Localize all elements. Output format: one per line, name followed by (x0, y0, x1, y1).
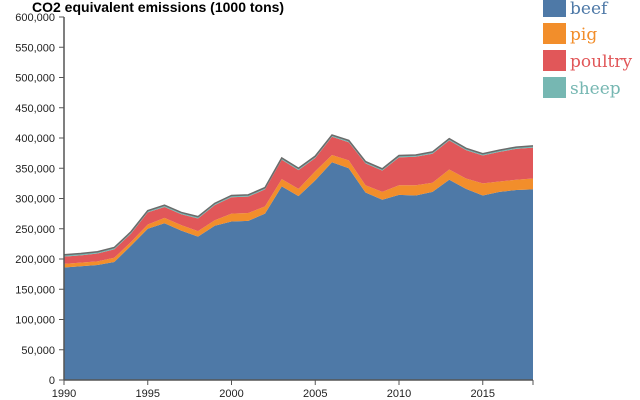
y-tick-label: 550,000 (15, 42, 55, 54)
x-tick-label: 2010 (387, 388, 411, 400)
y-tick-label: 250,000 (15, 224, 55, 236)
area-top-outline (63, 134, 534, 256)
legend-label-sheep: sheep (570, 79, 621, 99)
y-tick-label: 400,000 (15, 133, 55, 145)
legend-swatch-pig (543, 23, 566, 44)
x-tick-label: 1995 (136, 388, 160, 400)
y-tick-label: 300,000 (15, 194, 55, 206)
y-tick-label: 200,000 (15, 254, 55, 266)
x-tick-label: 1990 (52, 388, 76, 400)
y-tick-label: 350,000 (15, 163, 55, 175)
y-tick-label: 0 (49, 375, 55, 387)
y-tick-label: 450,000 (15, 103, 55, 115)
legend-swatch-sheep (543, 77, 566, 98)
x-tick-label: 2005 (303, 388, 327, 400)
area-poultry (64, 136, 533, 264)
y-tick-label: 100,000 (15, 315, 55, 327)
areas (63, 134, 534, 380)
legend: beef pig poultry sheep (543, 0, 632, 99)
x-tick-label: 2015 (471, 388, 495, 400)
legend-label-pig: pig (570, 25, 597, 45)
legend-label-poultry: poultry (570, 52, 632, 72)
legend-swatch-poultry (543, 50, 566, 71)
area-beef (64, 162, 533, 380)
legend-swatch-beef (543, 0, 566, 17)
x-tick-label: 2000 (219, 388, 243, 400)
legend-label-beef: beef (570, 0, 609, 19)
y-tick-label: 600,000 (15, 12, 55, 24)
y-tick-label: 50,000 (21, 345, 55, 357)
y-axis: 0 50,000 100,000 150,000 200,000 250,000 300,0… (15, 12, 65, 387)
y-tick-label: 500,000 (15, 73, 55, 85)
x-axis: 1990 1995 2000 2005 2010 2015 (52, 379, 534, 400)
y-tick-label: 150,000 (15, 284, 55, 296)
chart-title: CO2 equivalent emissions (1000 tons) (32, 0, 284, 15)
